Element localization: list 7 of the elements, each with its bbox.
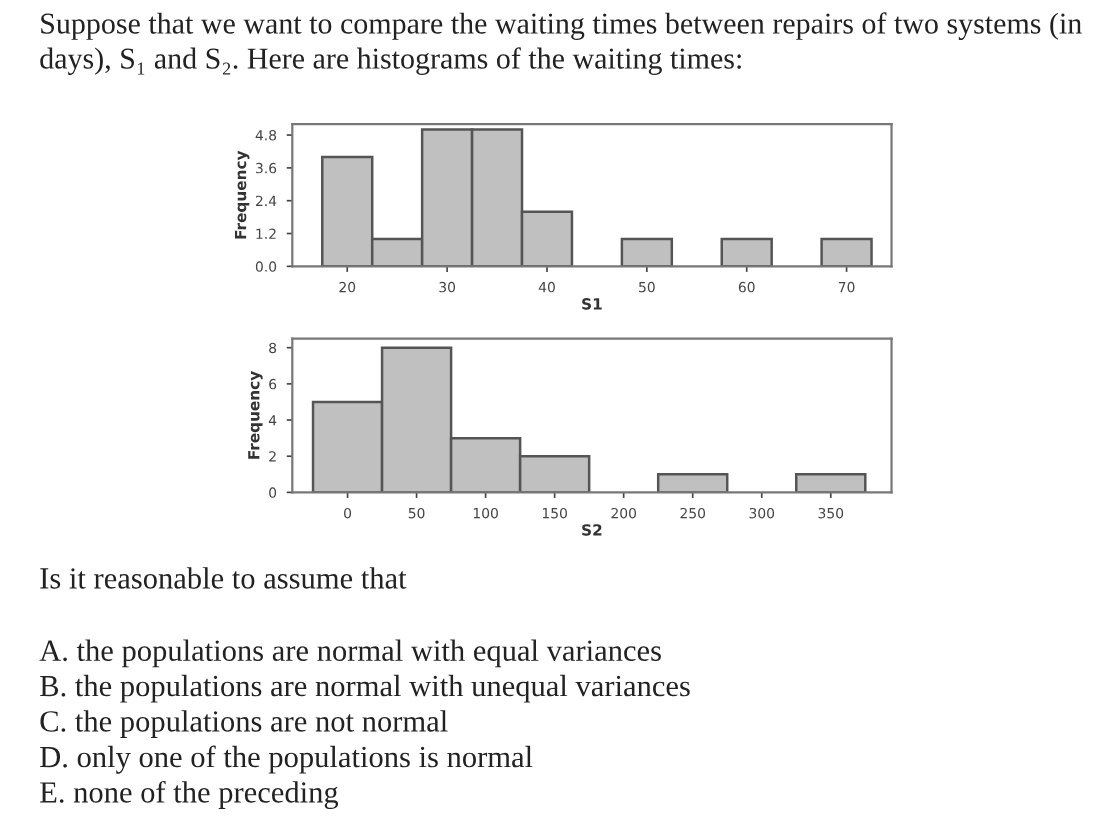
text: C. the populations are not normal — [40, 710, 448, 738]
text: Is it reasonable to assume that — [40, 567, 407, 589]
text: E. none of the preceding — [40, 780, 339, 810]
text: B. the populations are normal with unequal variances — [40, 674, 690, 703]
text: A. the populations are normal with equal variances — [39, 639, 661, 668]
chart-title: Suppose that we want to compare the waiting times between repairs of two systems (in days), S₁ and S₂. Here are histograms of the waiting times: — [40, 12, 1082, 75]
text: D. only one of the populations is normal — [40, 745, 533, 774]
